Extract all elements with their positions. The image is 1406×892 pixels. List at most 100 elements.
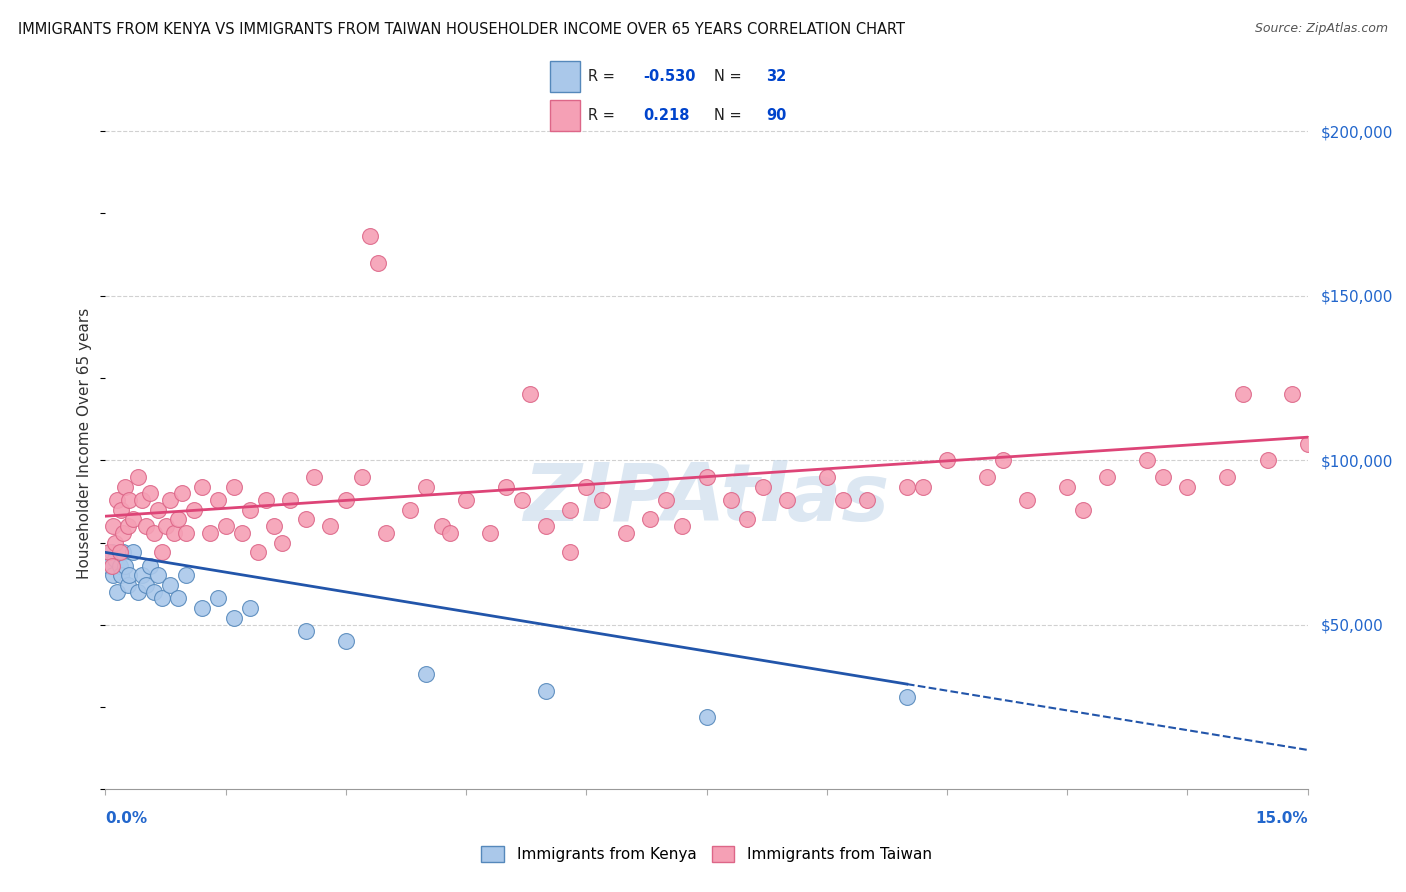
Point: [190, 601, 212, 615]
Point: [117, 578, 139, 592]
Point: [1152, 469, 1174, 483]
Point: [640, 512, 662, 526]
Point: [1175, 479, 1198, 493]
Point: [776, 492, 799, 507]
Point: [671, 519, 693, 533]
Point: [198, 525, 221, 540]
Point: [278, 492, 301, 507]
Point: [108, 545, 131, 559]
Point: [114, 479, 136, 493]
Point: [104, 552, 127, 566]
Point: [114, 558, 136, 573]
Point: [122, 545, 145, 559]
Point: [118, 492, 141, 507]
Point: [112, 545, 135, 559]
FancyBboxPatch shape: [550, 62, 579, 92]
Point: [696, 469, 718, 483]
FancyBboxPatch shape: [550, 100, 579, 130]
Point: [183, 502, 205, 516]
Point: [107, 492, 129, 507]
Point: [359, 229, 381, 244]
Point: [110, 568, 132, 582]
Point: [146, 568, 169, 582]
Point: [575, 479, 598, 493]
Point: [117, 519, 139, 533]
Point: [127, 585, 149, 599]
Point: [146, 502, 169, 516]
Point: [335, 492, 357, 507]
Point: [142, 585, 165, 599]
Point: [254, 492, 277, 507]
Legend: Immigrants from Kenya, Immigrants from Taiwan: Immigrants from Kenya, Immigrants from T…: [475, 840, 938, 868]
Text: Source: ZipAtlas.com: Source: ZipAtlas.com: [1254, 22, 1388, 36]
Point: [214, 519, 236, 533]
Point: [1216, 469, 1239, 483]
Point: [616, 525, 638, 540]
Point: [1071, 502, 1094, 516]
Point: [735, 512, 758, 526]
Text: ZIPAtlas: ZIPAtlas: [523, 460, 890, 538]
Point: [166, 591, 188, 606]
Point: [1136, 453, 1159, 467]
Point: [319, 519, 342, 533]
Point: [263, 519, 285, 533]
Point: [135, 519, 157, 533]
Point: [159, 492, 181, 507]
Point: [510, 492, 533, 507]
Point: [815, 469, 838, 483]
Point: [1257, 453, 1279, 467]
Point: [534, 683, 557, 698]
Text: R =: R =: [588, 69, 620, 84]
Text: 15.0%: 15.0%: [1256, 812, 1308, 826]
Text: 0.218: 0.218: [643, 108, 689, 123]
Point: [1097, 469, 1119, 483]
Point: [720, 492, 742, 507]
Text: 90: 90: [766, 108, 786, 123]
Text: IMMIGRANTS FROM KENYA VS IMMIGRANTS FROM TAIWAN HOUSEHOLDER INCOME OVER 65 YEARS: IMMIGRANTS FROM KENYA VS IMMIGRANTS FROM…: [18, 22, 905, 37]
Point: [159, 578, 181, 592]
Point: [190, 479, 212, 493]
Point: [222, 611, 245, 625]
Point: [98, 558, 121, 573]
Point: [101, 545, 124, 559]
Text: N =: N =: [714, 108, 747, 123]
Point: [519, 387, 541, 401]
Point: [239, 601, 262, 615]
Point: [655, 492, 678, 507]
Point: [456, 492, 478, 507]
Point: [751, 479, 773, 493]
Point: [479, 525, 502, 540]
Point: [1296, 437, 1319, 451]
Point: [108, 558, 131, 573]
Point: [103, 568, 125, 582]
Point: [174, 568, 197, 582]
Point: [142, 525, 165, 540]
Point: [101, 558, 124, 573]
Text: N =: N =: [714, 69, 747, 84]
Point: [591, 492, 613, 507]
Point: [1232, 387, 1254, 401]
Point: [560, 502, 582, 516]
Point: [896, 479, 918, 493]
Point: [350, 469, 373, 483]
Point: [534, 519, 557, 533]
Point: [138, 486, 160, 500]
Point: [831, 492, 853, 507]
Point: [174, 525, 197, 540]
Point: [1015, 492, 1038, 507]
Point: [138, 558, 160, 573]
Point: [150, 545, 173, 559]
Point: [162, 525, 184, 540]
Point: [231, 525, 253, 540]
Point: [991, 453, 1014, 467]
Point: [855, 492, 877, 507]
Point: [896, 690, 918, 705]
Point: [103, 519, 125, 533]
Point: [104, 535, 127, 549]
Point: [239, 502, 262, 516]
Point: [430, 519, 453, 533]
Point: [166, 512, 188, 526]
Text: R =: R =: [588, 108, 620, 123]
Point: [122, 512, 145, 526]
Point: [131, 492, 153, 507]
